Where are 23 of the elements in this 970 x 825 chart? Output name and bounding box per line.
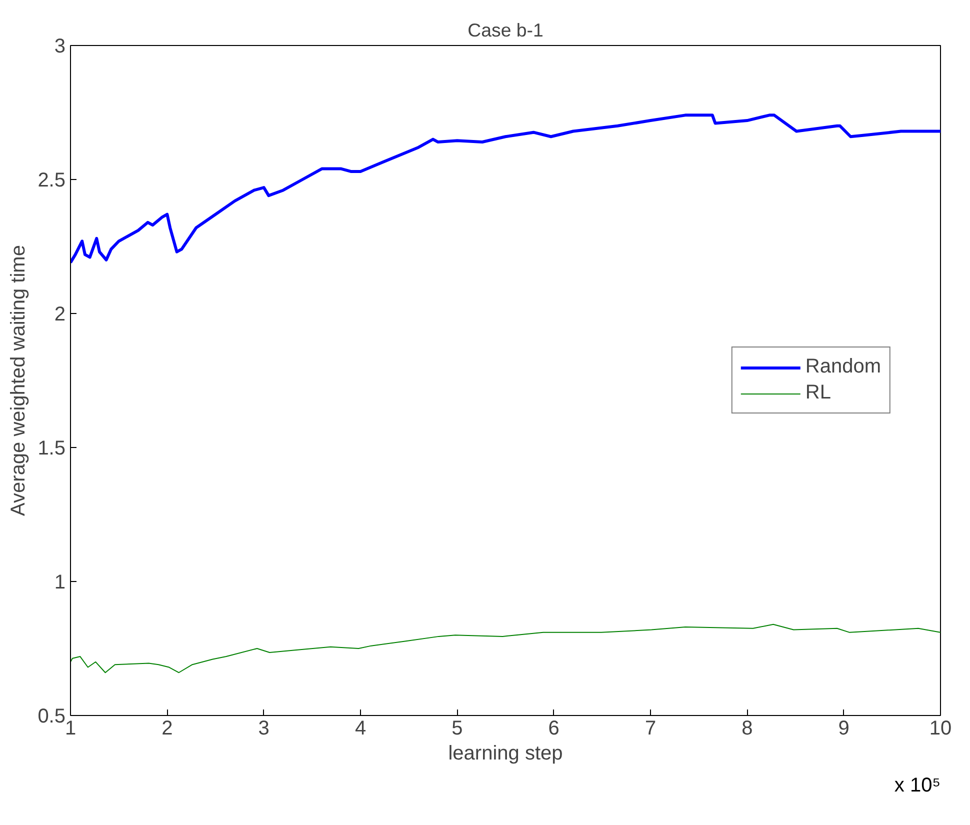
y-tick-label: 1 bbox=[54, 572, 66, 594]
x-tick-label: 6 bbox=[548, 718, 560, 740]
y-tick-label: 1.5 bbox=[38, 438, 66, 460]
y-tick-label: 3 bbox=[54, 36, 66, 58]
x-tick-label: 3 bbox=[258, 718, 270, 740]
legend-label: Random bbox=[805, 356, 881, 378]
line-series bbox=[70, 624, 940, 674]
y-axis-title: Average weighted waiting time bbox=[8, 245, 30, 516]
x-tick-label: 9 bbox=[838, 718, 850, 740]
y-tick-label: 2.5 bbox=[38, 170, 66, 192]
x-tick-label: 10 bbox=[929, 718, 952, 740]
x-tick-label: 8 bbox=[742, 718, 753, 740]
line-series bbox=[70, 114, 940, 264]
x-axis-title: learning step bbox=[448, 742, 563, 764]
y-tick-label: 0.5 bbox=[38, 706, 66, 728]
text: x 10⁵ bbox=[894, 774, 940, 796]
legend-label: RL bbox=[805, 382, 831, 404]
x-tick-label: 7 bbox=[644, 718, 656, 740]
x-tick-label: 2 bbox=[162, 718, 173, 740]
x-tick-label: 5 bbox=[452, 718, 463, 740]
x-tick-label: 4 bbox=[354, 718, 366, 740]
y-tick-label: 2 bbox=[54, 304, 66, 326]
chart-title: Case b-1 bbox=[468, 20, 544, 40]
